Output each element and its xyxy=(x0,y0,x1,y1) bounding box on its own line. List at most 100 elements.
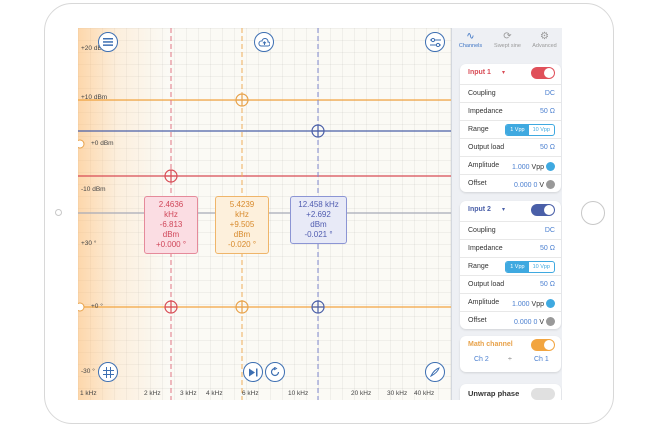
x-tick-label: 20 kHz xyxy=(351,390,372,397)
offset-field[interactable]: 0.000 0 V xyxy=(514,180,555,189)
range-option[interactable]: 1 Vpp xyxy=(506,262,529,272)
coupling-value[interactable]: DC xyxy=(544,90,555,97)
input2-amplitude-row: Amplitude 1.000 Vpp xyxy=(460,294,561,312)
input2-title: Input 2 xyxy=(468,206,491,213)
x-tick-label: 4 kHz xyxy=(206,390,223,397)
math-toggle[interactable] xyxy=(531,339,555,351)
row-label: Coupling xyxy=(468,227,496,234)
amplitude-unit: Vpp xyxy=(531,301,544,308)
readout-level: +2.692 dBm xyxy=(306,210,331,229)
output-load-value[interactable]: 50 Ω xyxy=(540,281,555,288)
chevron-down-icon[interactable]: ▾ xyxy=(502,70,506,76)
x-tick-label: 3 kHz xyxy=(180,390,197,397)
math-expression[interactable]: Ch 2 ÷ Ch 1 xyxy=(460,354,561,370)
draw-button[interactable] xyxy=(425,362,445,382)
unwrap-toggle[interactable] xyxy=(531,388,555,400)
math-title: Math channel xyxy=(468,341,513,348)
bode-plot[interactable]: +20 dBm +10 dBm +0 dBm -10 dBm +30 ° +0 … xyxy=(78,28,451,400)
amplitude-field[interactable]: 1.000 Vpp xyxy=(512,299,555,308)
side-panel: ∿ Channels ⟳ Swept sine ⚙ Advanced Input… xyxy=(451,28,562,400)
range-option[interactable]: 10 Vpp xyxy=(532,127,550,133)
step-button[interactable] xyxy=(243,362,263,382)
amplitude-value: 1.000 xyxy=(512,164,530,171)
x-tick-label: 1 kHz xyxy=(80,390,97,397)
chevron-down-icon[interactable]: ▾ xyxy=(502,207,506,213)
row-label: Output load xyxy=(468,281,505,288)
draw-icon xyxy=(430,367,440,377)
input2-coupling-row[interactable]: Coupling DC xyxy=(460,222,561,240)
y-tick-label: +20 dBm xyxy=(81,45,108,52)
cursor-readout-2[interactable]: 5.4239 kHz +9.505 dBm -0.020 ° xyxy=(215,196,269,254)
range-segmented-control[interactable]: 1 Vpp 10 Vpp xyxy=(505,261,555,273)
x-tick-label: 40 kHz xyxy=(414,390,435,397)
loop-button[interactable] xyxy=(265,362,285,382)
math-left-operand[interactable]: Ch 2 xyxy=(474,356,489,363)
row-label: Amplitude xyxy=(468,162,500,169)
row-label: Range xyxy=(468,263,489,270)
input1-output-load-row[interactable]: Output load 50 Ω xyxy=(460,139,561,157)
range-option[interactable]: 10 Vpp xyxy=(532,264,550,270)
math-right-operand[interactable]: Ch 1 xyxy=(534,356,549,363)
readout-frequency: 5.4239 kHz xyxy=(229,200,255,219)
readout-frequency: 12.458 kHz xyxy=(298,200,339,209)
input1-amplitude-row: Amplitude 1.000 Vpp xyxy=(460,157,561,175)
tab-swept-sine[interactable]: ⟳ Swept sine xyxy=(489,28,526,56)
offset-field[interactable]: 0.000 0 V xyxy=(514,317,555,326)
math-operator[interactable]: ÷ xyxy=(508,356,512,363)
offset-knob-icon[interactable] xyxy=(546,180,555,189)
output-load-value[interactable]: 50 Ω xyxy=(540,144,555,151)
input2-header: Input 2 ▾ xyxy=(460,201,561,222)
play-step-icon xyxy=(249,368,258,376)
refresh-icon xyxy=(270,367,280,377)
offset-knob-icon[interactable] xyxy=(546,317,555,326)
y-tick-label: +0 ° xyxy=(91,303,103,310)
home-button[interactable] xyxy=(581,201,605,225)
input1-header: Input 1 ▾ xyxy=(460,64,561,85)
input2-output-load-row[interactable]: Output load 50 Ω xyxy=(460,276,561,294)
amplitude-knob-icon[interactable] xyxy=(546,162,555,171)
hamburger-menu-icon xyxy=(103,38,113,46)
x-tick-label: 10 kHz xyxy=(288,390,309,397)
offset-unit: V xyxy=(539,319,544,326)
input1-coupling-row[interactable]: Coupling DC xyxy=(460,85,561,103)
input1-offset-row: Offset 0.000 0 V xyxy=(460,175,561,192)
cloud-button[interactable] xyxy=(254,32,274,52)
math-channel-card: Math channel Ch 2 ÷ Ch 1 xyxy=(460,336,561,372)
y-tick-label: -10 dBm xyxy=(81,186,106,193)
input2-range-row: Range 1 Vpp 10 Vpp xyxy=(460,258,561,276)
menu-button[interactable] xyxy=(98,32,118,52)
tab-label: Swept sine xyxy=(494,43,521,49)
input1-title: Input 1 xyxy=(468,69,491,76)
x-tick-label: 6 kHz xyxy=(242,390,259,397)
cursor-readout-3[interactable]: 12.458 kHz +2.692 dBm -0.021 ° xyxy=(290,196,347,244)
impedance-value[interactable]: 50 Ω xyxy=(540,108,555,115)
grid-icon xyxy=(102,366,114,378)
row-label: Offset xyxy=(468,317,487,324)
readout-level: +9.505 dBm xyxy=(229,220,255,239)
cursor-readout-1[interactable]: 2.4636 kHz -6.813 dBm +0.000 ° xyxy=(144,196,198,254)
tab-advanced[interactable]: ⚙ Advanced xyxy=(526,28,562,56)
input2-card: Input 2 ▾ Coupling DC Impedance 50 Ω Ran… xyxy=(460,201,561,329)
tab-channels[interactable]: ∿ Channels xyxy=(452,28,489,56)
amplitude-field[interactable]: 1.000 Vpp xyxy=(512,162,555,171)
impedance-value[interactable]: 50 Ω xyxy=(540,245,555,252)
input1-card: Input 1 ▾ Coupling DC Impedance 50 Ω Ran… xyxy=(460,64,561,192)
cloud-upload-icon xyxy=(258,37,270,47)
coupling-value[interactable]: DC xyxy=(544,227,555,234)
offset-value: 0.000 0 xyxy=(514,319,538,326)
input1-impedance-row[interactable]: Impedance 50 Ω xyxy=(460,103,561,121)
grid-button[interactable] xyxy=(98,362,118,382)
row-label: Output load xyxy=(468,144,505,151)
range-option[interactable]: 1 Vpp xyxy=(506,125,529,135)
input2-toggle[interactable] xyxy=(531,204,555,216)
row-label: Impedance xyxy=(468,245,503,252)
readout-phase: +0.000 ° xyxy=(155,240,187,249)
input1-toggle[interactable] xyxy=(531,67,555,79)
input2-impedance-row[interactable]: Impedance 50 Ω xyxy=(460,240,561,258)
row-label: Impedance xyxy=(468,108,503,115)
unwrap-title: Unwrap phase xyxy=(468,389,520,398)
y-tick-label: +30 ° xyxy=(81,240,97,247)
settings-button[interactable] xyxy=(425,32,445,52)
range-segmented-control[interactable]: 1 Vpp 10 Vpp xyxy=(505,124,555,136)
amplitude-knob-icon[interactable] xyxy=(546,299,555,308)
